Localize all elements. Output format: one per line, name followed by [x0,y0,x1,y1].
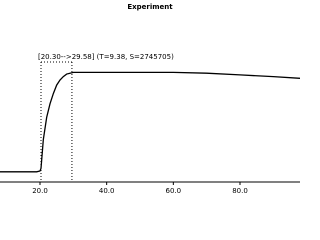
data-line [0,71,300,173]
x-tick-label: 40.0 [99,187,115,195]
chart: Experiment 20.0 40.0 60.0 80.0 [20.30-->29.5… [0,0,300,200]
x-tick-label: 80.0 [232,187,248,195]
annotation: [20.30-->29.58] (T=9.38, S=2745705) [38,53,174,61]
chart-title: Experiment [127,3,173,11]
background [0,0,300,200]
page: Experiment 20.0 40.0 60.0 80.0 [20.30-->29.5… [0,0,300,200]
x-tick-label: 20.0 [32,187,48,195]
x-tick-label: 60.0 [166,187,182,195]
